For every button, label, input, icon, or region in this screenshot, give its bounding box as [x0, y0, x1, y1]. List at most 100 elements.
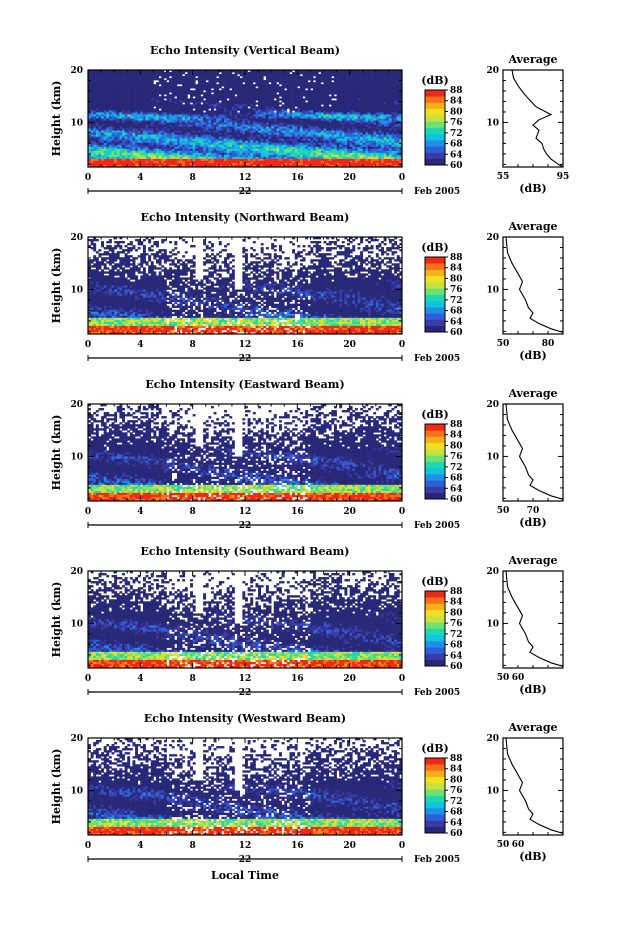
heatmap-cell [360, 150, 364, 154]
heatmap-cell [140, 124, 144, 127]
heatmap-cell [171, 138, 175, 142]
heatmap-cell [135, 124, 139, 127]
heatmap-cell [281, 116, 285, 119]
heatmap-cell [268, 138, 272, 142]
heatmap-cell [271, 94, 275, 97]
heatmap-cell [210, 148, 214, 152]
heatmap-cell [166, 108, 170, 111]
heatmap-cell [341, 142, 345, 146]
heatmap-cell [315, 150, 319, 154]
heatmap-cell [331, 146, 335, 150]
heatmap-cell [252, 124, 256, 127]
heatmap-cell [106, 152, 110, 156]
heatmap-cell [145, 120, 149, 123]
heatmap-cell [224, 154, 227, 158]
heatmap-cell [171, 114, 175, 117]
heatmap-cell [101, 136, 104, 140]
heatmap-cell [150, 148, 154, 152]
heatmap-cell [357, 134, 361, 137]
heatmap-cell [265, 96, 269, 99]
heatmap-cell [242, 92, 246, 95]
heatmap-cell [192, 102, 196, 105]
heatmap-cell [224, 98, 227, 101]
heatmap-cell [148, 88, 152, 91]
heatmap-cell [88, 92, 91, 95]
heatmap-cell [245, 118, 248, 121]
heatmap-cell [184, 138, 188, 142]
heatmap-cell [229, 120, 233, 123]
heatmap-cell [95, 136, 99, 140]
heatmap-cell [320, 130, 324, 133]
heatmap-cell [140, 104, 144, 107]
heatmap-cell [203, 78, 207, 81]
heatmap-cell [187, 90, 191, 93]
heatmap-cell [320, 88, 324, 91]
heatmap-cell [378, 110, 382, 113]
heatmap-cell [140, 84, 144, 87]
heatmap-cell [195, 116, 199, 119]
heatmap-cell [124, 118, 128, 121]
heatmap-cell [373, 86, 377, 89]
heatmap-cell [396, 148, 400, 152]
heatmap-cell [260, 152, 264, 156]
heatmap-cell [318, 92, 322, 95]
heatmap-cell [315, 108, 319, 111]
heatmap-cell [305, 114, 309, 117]
heatmap-cell [106, 142, 110, 146]
heatmap-cell [294, 76, 298, 79]
heatmap-cell [101, 88, 104, 91]
heatmap-cell [208, 82, 212, 85]
heatmap-cell [310, 108, 314, 111]
heatmap-cell [281, 94, 285, 97]
heatmap-cell [137, 78, 141, 81]
heatmap-cell [307, 92, 311, 95]
heatmap-cell [124, 88, 128, 91]
heatmap-cell [265, 86, 269, 89]
heatmap-cell [90, 102, 94, 105]
heatmap-cell [354, 72, 358, 75]
heatmap-cell [391, 130, 395, 133]
heatmap-cell [135, 80, 139, 83]
heatmap-cell [271, 78, 275, 81]
heatmap-cell [101, 84, 104, 87]
heatmap-cell [205, 90, 209, 93]
heatmap-cell [375, 106, 379, 109]
heatmap-cell [250, 70, 254, 73]
heatmap-cell [349, 138, 353, 142]
heatmap-cell [192, 84, 196, 87]
heatmap-cell [299, 124, 303, 127]
heatmap-cell [367, 148, 371, 152]
heatmap-cell [258, 116, 261, 119]
heatmap-cell [265, 80, 269, 83]
heatmap-cell [226, 106, 230, 109]
heatmap-cell [135, 112, 139, 115]
heatmap-cell [258, 84, 261, 87]
heatmap-cell [326, 76, 330, 79]
heatmap-cell [336, 88, 340, 91]
heatmap-cell [362, 118, 366, 121]
heatmap-cell [310, 142, 314, 146]
heatmap-cell [252, 102, 256, 105]
heatmap-cell [331, 136, 335, 140]
heatmap-cell [328, 100, 332, 103]
heatmap-cell [114, 112, 118, 115]
heatmap-cell [119, 100, 123, 103]
heatmap-cell [187, 76, 191, 79]
heatmap-cell [354, 108, 358, 111]
heatmap-cell [378, 108, 382, 111]
heatmap-cell [103, 126, 107, 129]
heatmap-cell [323, 92, 327, 95]
heatmap-cell [208, 86, 212, 89]
heatmap-cell [171, 144, 175, 148]
heatmap-cell [182, 136, 186, 140]
heatmap-cell [90, 146, 94, 150]
heatmap-cell [200, 130, 204, 133]
heatmap-cell [106, 78, 110, 81]
heatmap-cell [176, 108, 180, 111]
heatmap-cell [299, 142, 303, 146]
heatmap-cell [336, 102, 340, 105]
heatmap-cell [381, 142, 384, 146]
heatmap-cell [153, 142, 157, 146]
heatmap-cell [171, 122, 175, 125]
heatmap-cell [307, 104, 311, 107]
